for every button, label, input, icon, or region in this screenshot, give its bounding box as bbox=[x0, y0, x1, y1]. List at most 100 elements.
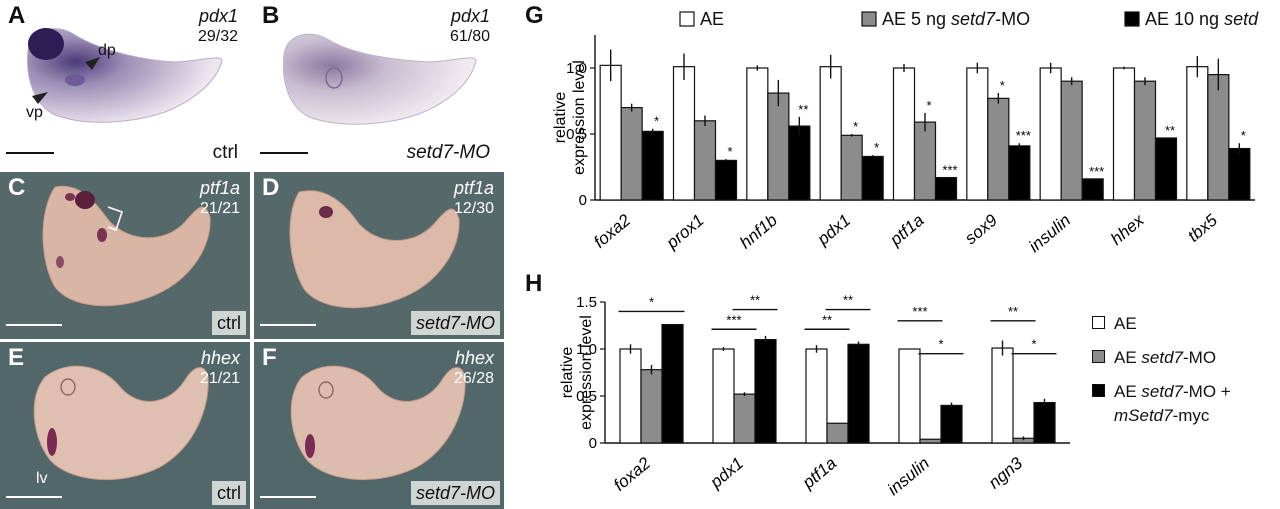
y-tick-label: 0 bbox=[579, 192, 587, 209]
bar bbox=[940, 404, 963, 444]
scale-bar bbox=[260, 496, 316, 498]
y-tick-label: 1.5 bbox=[576, 294, 597, 311]
legend-label: AE bbox=[700, 9, 724, 29]
significance-mark: *** bbox=[912, 304, 927, 319]
legend-swatch bbox=[1092, 316, 1105, 329]
x-tick-label: foxa2 bbox=[610, 453, 654, 495]
x-tick-label: insulin bbox=[884, 454, 933, 500]
scale-bar bbox=[260, 324, 316, 326]
bar bbox=[966, 67, 989, 201]
bar bbox=[987, 97, 1010, 201]
legend-swatch bbox=[1092, 350, 1105, 363]
bar bbox=[1033, 401, 1056, 444]
legend-swatch bbox=[1092, 384, 1105, 397]
bar bbox=[620, 106, 643, 201]
bar bbox=[913, 121, 937, 201]
significance-mark: *** bbox=[1016, 128, 1031, 143]
panel-label: F bbox=[262, 344, 277, 371]
y-axis-label: expression level bbox=[571, 60, 588, 175]
panel-d: D ptf1a 12/30 setd7-MO bbox=[254, 172, 504, 339]
y-axis-label: expression level bbox=[578, 315, 595, 430]
significance-mark: ** bbox=[822, 312, 832, 327]
bar bbox=[1039, 67, 1062, 201]
bar bbox=[934, 176, 958, 201]
significance-mark: ** bbox=[1008, 304, 1018, 319]
marker-vp: vp bbox=[26, 104, 43, 121]
gene-label: hhex bbox=[454, 348, 494, 368]
significance-mark: * bbox=[1241, 128, 1246, 143]
significance-mark: *** bbox=[1089, 164, 1104, 179]
significance-mark: * bbox=[874, 140, 879, 155]
significance-mark: * bbox=[1031, 337, 1036, 352]
bar bbox=[767, 92, 790, 201]
embryo-count: 26/28 bbox=[453, 370, 494, 387]
embryo-count: 21/21 bbox=[199, 370, 240, 387]
chart-g: 0 0.5 1.0 relative expression level * foxa2 * pr… bbox=[552, 9, 1260, 257]
x-tick-label: hnf1b bbox=[736, 211, 781, 253]
condition-label: setd7-MO bbox=[406, 142, 490, 163]
y-tick-label: 0 bbox=[589, 435, 597, 452]
legend-label: AE bbox=[1114, 314, 1137, 333]
x-tick-label: sox9 bbox=[961, 210, 1001, 248]
scale-bar bbox=[6, 324, 62, 326]
condition-label: setd7-MO bbox=[410, 481, 500, 505]
panel-label: C bbox=[8, 174, 26, 201]
bar bbox=[1133, 80, 1157, 201]
bar bbox=[619, 348, 642, 444]
condition-label: setd7-MO bbox=[410, 311, 500, 335]
legend-label: AE 10 ng setd7-MO bbox=[1145, 9, 1260, 29]
significance-mark: * bbox=[654, 114, 659, 129]
legend-swatch bbox=[1124, 11, 1140, 27]
y-tick-label: 1.0 bbox=[576, 341, 597, 358]
x-tick-label: insulin bbox=[1025, 211, 1074, 257]
y-tick-label: 0.5 bbox=[566, 126, 587, 143]
bar bbox=[847, 343, 870, 444]
condition-label: ctrl bbox=[212, 142, 238, 163]
x-tick-label: ngn3 bbox=[985, 453, 1027, 492]
x-tick-label: hhex bbox=[1107, 210, 1148, 249]
bar bbox=[733, 393, 756, 444]
x-tick-label: prox1 bbox=[662, 211, 708, 254]
embryo-ptf1a-mo-image bbox=[289, 190, 460, 309]
bar bbox=[672, 66, 696, 201]
bar bbox=[712, 348, 735, 444]
y-axis-label: relative bbox=[559, 347, 576, 399]
significance-mark: * bbox=[727, 144, 732, 159]
x-tick-label: foxa2 bbox=[590, 210, 634, 252]
significance-mark: ** bbox=[1165, 123, 1175, 138]
bar bbox=[1207, 73, 1230, 201]
condition-label: ctrl bbox=[212, 481, 246, 505]
x-tick-label: tbx5 bbox=[1184, 210, 1221, 246]
bar bbox=[599, 64, 622, 201]
significance-mark: ** bbox=[843, 293, 853, 308]
bar bbox=[826, 422, 849, 444]
bar bbox=[919, 438, 942, 444]
bar bbox=[1081, 178, 1104, 201]
gene-label: pdx1 bbox=[450, 6, 490, 26]
bar bbox=[1112, 67, 1136, 201]
chart-g-label: G bbox=[525, 2, 544, 29]
significance-mark: *** bbox=[942, 163, 957, 178]
embryo-count: 29/32 bbox=[197, 28, 238, 45]
bar bbox=[861, 155, 884, 201]
bar bbox=[1154, 137, 1178, 201]
bar bbox=[1186, 66, 1209, 201]
significance-mark: * bbox=[853, 119, 858, 134]
bar bbox=[898, 348, 921, 444]
y-tick-label: 0.5 bbox=[576, 388, 597, 405]
significance-mark: * bbox=[938, 337, 943, 352]
scale-bar bbox=[6, 496, 62, 498]
bar bbox=[641, 130, 664, 201]
y-axis-label: relative bbox=[552, 92, 569, 144]
marker-lv: lv bbox=[36, 470, 48, 487]
x-tick-label: pdx1 bbox=[706, 454, 747, 493]
panel-f: F hhex 26/28 setd7-MO bbox=[254, 342, 504, 509]
bar bbox=[1228, 147, 1251, 201]
gene-label: ptf1a bbox=[199, 178, 240, 198]
bar bbox=[661, 323, 684, 444]
embryo-hhex-ctrl-image bbox=[33, 365, 209, 481]
legend-label: AE setd7-MO + mSetd7-myc bbox=[1114, 382, 1231, 425]
legend-label: AE setd7-MO bbox=[1114, 348, 1217, 367]
gene-label: ptf1a bbox=[453, 178, 494, 198]
chart-h: 0 0.5 1.0 1.5 relative expression level foxa2 p… bbox=[559, 293, 1070, 500]
